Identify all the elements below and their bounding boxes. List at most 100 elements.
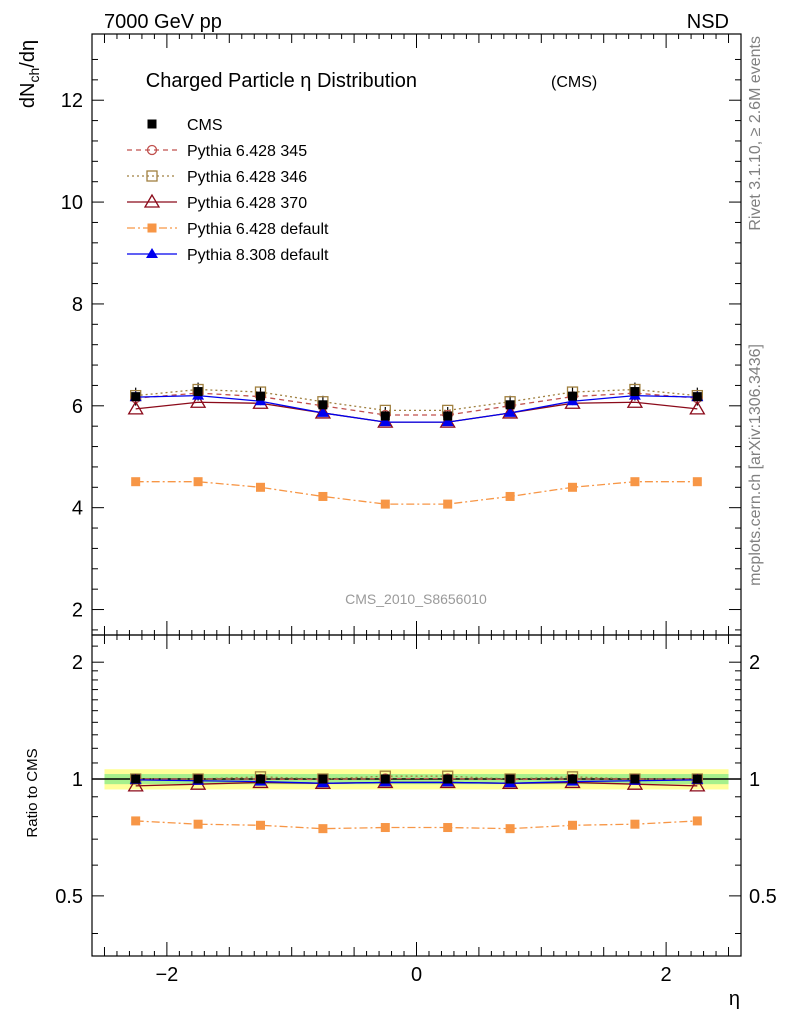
legend-marker [146, 144, 158, 156]
source-label: mcplots.cern.ch [arXiv:1306.3436] [747, 344, 764, 586]
ratio-y-tick-label-right: 1 [749, 769, 760, 791]
main-point-pythia-6-428-default [630, 477, 640, 487]
main-y-tick-label: 2 [72, 600, 83, 622]
main-series-pythia-6-428-345 [130, 387, 703, 421]
main-line-pythia-6-428-default [135, 481, 698, 505]
legend-marker [146, 170, 158, 182]
ratio-point-cms [630, 774, 640, 784]
ratio-point-pythia-6-428-default [692, 816, 702, 826]
main-point-pythia-6-428-default [568, 482, 578, 492]
ratio-point-pythia-6-428-default [318, 824, 328, 834]
x-axis-label: η [729, 988, 740, 1010]
main-point-cms [568, 391, 578, 401]
ratio-plot-series [127, 770, 706, 834]
ratio-line-pythia-6-428-default [135, 820, 698, 830]
main-point-pythia-8-308-default [441, 416, 454, 427]
main-point-pythia-6-428-370 [189, 393, 207, 408]
legend-label: Pythia 6.428 345 [187, 143, 307, 160]
main-point-cms [193, 387, 203, 397]
ratio-point-cms [568, 774, 578, 784]
ratio-point-pythia-6-428-default [443, 823, 453, 833]
rivet-label: Rivet 3.1.10, ≥ 2.6M events [747, 36, 764, 231]
ratio-line-pythia-6-428-345 [135, 777, 698, 781]
legend-item-pythia-6-428-346: Pythia 6.428 346 [127, 169, 307, 186]
main-line-pythia-6-428-370 [135, 401, 698, 423]
legend-marker [146, 248, 158, 258]
main-point-cms [443, 411, 453, 421]
y-axis-label-main: dNch/dη [17, 40, 42, 108]
ratio-point-pythia-6-428-default [630, 819, 640, 829]
main-point-cms [380, 411, 390, 421]
ratio-y-tick-label: 0.5 [55, 886, 83, 908]
ratio-point-cms [318, 774, 328, 784]
main-series-pythia-6-428-346 [130, 383, 703, 417]
main-point-pythia-6-428-default [193, 477, 203, 487]
main-line-pythia-6-428-346 [135, 388, 698, 412]
main-point-pythia-6-428-370 [689, 400, 706, 415]
ratio-point-pythia-6-428-default [568, 820, 578, 830]
main-point-pythia-6-428-default [505, 491, 515, 501]
legend-label: Pythia 6.428 default [187, 221, 329, 238]
main-point-pythia-6-428-370 [626, 393, 644, 408]
legend-label: Pythia 8.308 default [187, 247, 329, 264]
main-point-pythia-6-428-default [692, 477, 702, 487]
legend-marker [147, 223, 157, 233]
legend-label: Pythia 6.428 346 [187, 169, 307, 186]
main-line-pythia-6-428-345 [135, 392, 698, 416]
chart-title: Charged Particle η Distribution [146, 70, 417, 92]
legend-label: CMS [187, 117, 223, 134]
main-point-cms [692, 392, 702, 402]
main-point-pythia-6-428-370 [127, 400, 144, 415]
energy-label: 7000 GeV pp [104, 11, 222, 33]
main-point-pythia-6-428-default [318, 491, 328, 501]
legend-item-pythia-6-428-370: Pythia 6.428 370 [127, 193, 307, 212]
main-point-pythia-8-308-default [504, 406, 517, 417]
legend-item-pythia-6-428-345: Pythia 6.428 345 [127, 143, 307, 160]
legend-marker [147, 119, 157, 129]
main-point-pythia-6-428-default [443, 499, 453, 509]
ratio-point-cms [692, 774, 702, 784]
ratio-point-cms [131, 774, 141, 784]
ratio-point-pythia-6-428-default [505, 824, 515, 834]
legend-item-pythia-6-428-default: Pythia 6.428 default [127, 221, 329, 238]
main-point-pythia-8-308-default [379, 416, 392, 427]
main-plot-series [127, 382, 706, 509]
ratio-point-pythia-6-428-default [255, 820, 265, 830]
legend-label: Pythia 6.428 370 [187, 195, 307, 212]
main-point-pythia-6-428-default [131, 477, 141, 487]
ratio-line-pythia-8-308-default [135, 779, 698, 784]
ratio-point-cms [380, 774, 390, 784]
main-point-cms [318, 400, 328, 410]
ratio-point-pythia-6-428-default [193, 819, 203, 829]
ratio-point-pythia-6-428-370 [689, 777, 706, 792]
ratio-series-pythia-6-428-default [131, 816, 702, 834]
x-tick-label: 2 [661, 964, 672, 986]
legend-item-cms: CMS [147, 117, 223, 134]
ratio-point-pythia-6-428-default [131, 816, 141, 826]
ratio-y-tick-label-right: 0.5 [749, 886, 777, 908]
chart-title-suffix: (CMS) [551, 74, 597, 91]
ratio-point-cms [255, 774, 265, 784]
legend-marker [143, 193, 161, 208]
ratio-y-tick-label: 2 [72, 652, 83, 674]
ratio-y-tick-label-right: 2 [749, 652, 760, 674]
x-tick-label: −2 [155, 964, 178, 986]
main-point-pythia-6-428-default [255, 482, 265, 492]
ratio-point-cms [443, 774, 453, 784]
process-label: NSD [687, 11, 729, 33]
ratio-point-pythia-6-428-default [380, 823, 390, 833]
ratio-point-pythia-6-428-370 [127, 777, 144, 792]
ratio-line-pythia-6-428-346 [135, 775, 698, 780]
analysis-watermark: CMS_2010_S8656010 [345, 591, 487, 607]
svg-text:dNch/dη: dNch/dη [17, 40, 42, 108]
main-y-tick-label: 8 [72, 294, 83, 316]
main-point-cms [630, 387, 640, 397]
main-series-cms [131, 387, 702, 421]
main-y-tick-label: 4 [72, 498, 83, 520]
main-line-pythia-8-308-default [135, 394, 698, 423]
main-point-pythia-6-428-default [380, 499, 390, 509]
legend-item-pythia-8-308-default: Pythia 8.308 default [127, 247, 329, 264]
ratio-plot-frame [91, 634, 742, 957]
legend: CMS Pythia 6.428 345 Pythia 6.428 346 Pythi… [127, 117, 329, 264]
